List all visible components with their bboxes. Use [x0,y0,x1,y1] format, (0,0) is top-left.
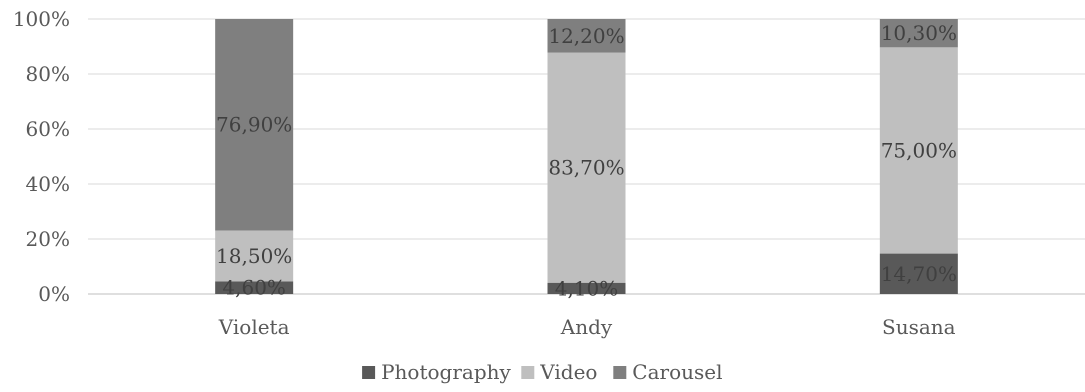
y-tick-label: 0% [38,282,70,306]
bar-video-andy [547,52,626,283]
legend-item-video: Video [521,360,597,384]
bars: 4,60% 18,50% 76,90% 4,10% 83,70% 12,20% 14,70%… [215,19,958,300]
bar-carousel-susana [879,19,958,48]
x-tick-label: Andy [560,315,613,339]
bar-photography-andy [547,282,626,294]
data-label-video-andy: 83,70% [548,156,624,180]
data-label-photography-susana: 14,70% [881,262,957,286]
y-tick-label: 40% [26,172,70,196]
bar-video-susana [879,47,958,254]
legend-swatch [613,366,627,379]
bar-photography-violeta [215,281,294,294]
bar-carousel-andy [547,19,626,53]
y-tick-label: 20% [26,227,70,251]
x-tick-label: Violeta [218,315,290,339]
legend-item-carousel: Carousel [613,360,723,384]
y-tick-label: 100% [13,7,70,31]
x-axis: Violeta Andy Susana [218,315,956,339]
x-tick-label: Susana [882,315,956,339]
data-label-carousel-andy: 12,20% [548,24,624,48]
bar-photography-susana [879,253,958,294]
data-label-photography-andy: 4,10% [555,276,619,300]
y-tick-label: 80% [26,62,70,86]
legend-swatch [362,366,376,379]
bar-video-violeta [215,230,294,282]
data-label-photography-violeta: 4,60% [222,276,286,300]
legend-swatch [521,366,535,379]
y-tick-label: 60% [26,117,70,141]
legend: Photography Video Carousel [362,360,723,384]
y-axis: 0% 20% 40% 60% 80% 100% [13,7,70,306]
data-label-carousel-violeta: 76,90% [216,113,292,137]
legend-label: Video [539,360,597,384]
data-label-carousel-susana: 10,30% [881,21,957,45]
data-label-video-violeta: 18,50% [216,244,292,268]
data-label-video-susana: 75,00% [881,138,957,162]
legend-label: Photography [381,360,511,384]
legend-item-photography: Photography [362,360,512,384]
legend-label: Carousel [632,360,722,384]
bar-carousel-violeta [215,19,294,231]
